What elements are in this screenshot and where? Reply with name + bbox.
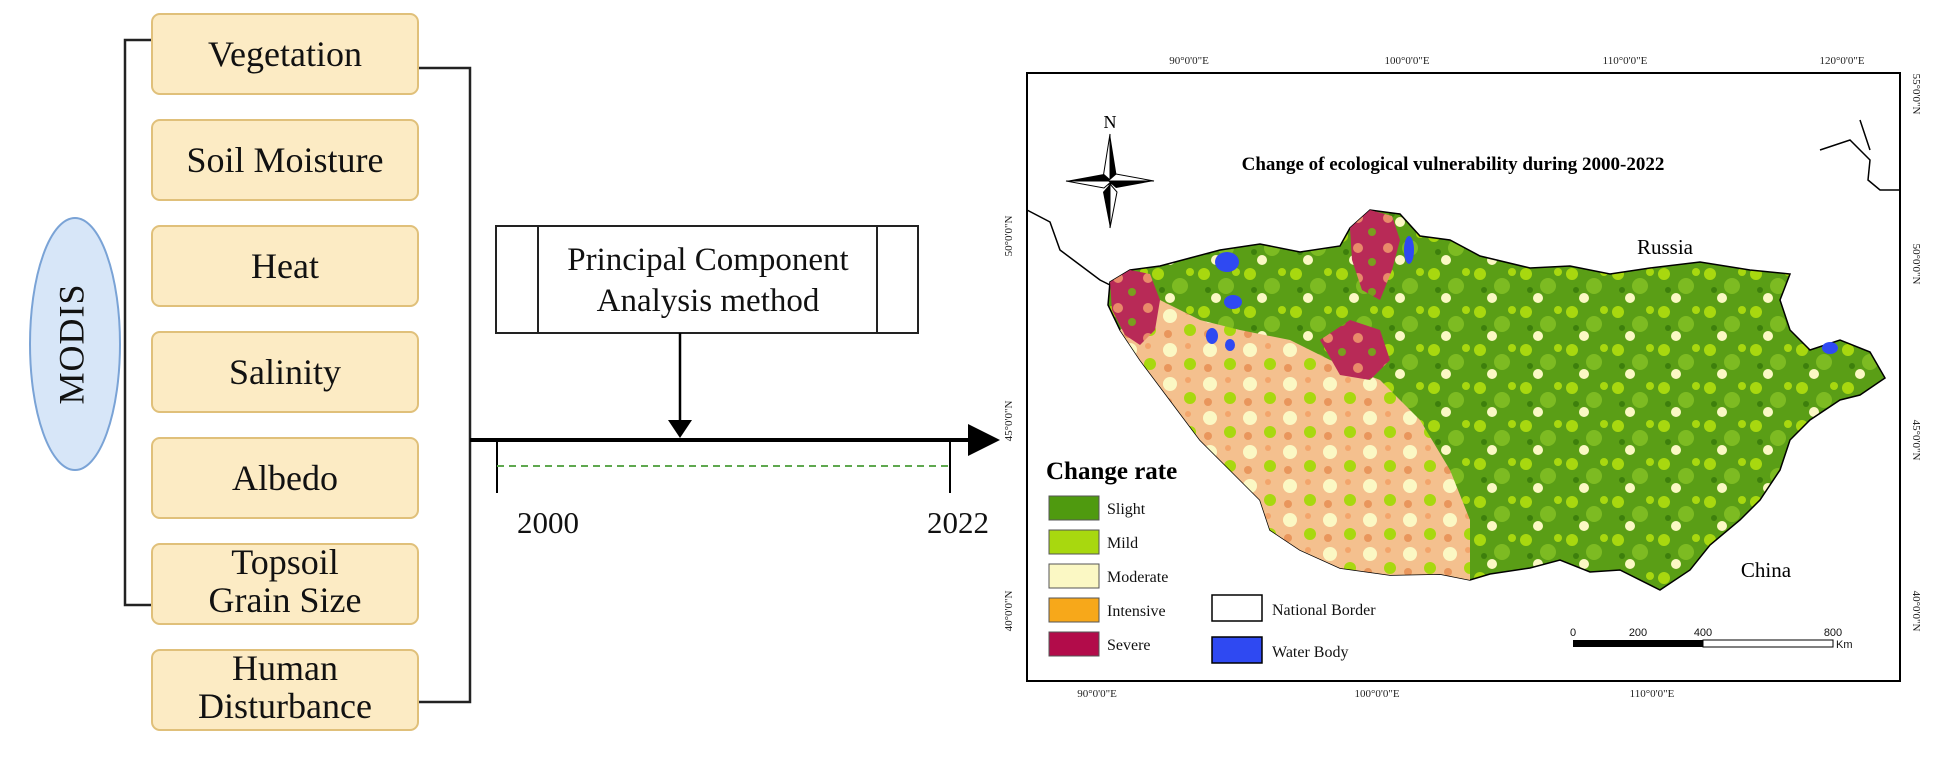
legend-title: Change rate xyxy=(1046,458,1177,485)
coord-right-2: 50°0'0"N xyxy=(1910,244,1922,285)
indicator-label: Grain Size xyxy=(209,580,362,620)
country-label-russia: Russia xyxy=(1637,235,1694,259)
legend-classes: Slight Mild Moderate Intensive Severe xyxy=(1048,495,1168,657)
pca-label-line1: Principal Component xyxy=(567,242,848,278)
coord-top-1: 90°0'0"E xyxy=(1169,55,1209,67)
scale-tick-400: 400 xyxy=(1694,627,1712,639)
indicator-box: Salinity xyxy=(151,331,419,413)
scale-tick-200: 200 xyxy=(1629,627,1647,639)
timeline-start-year: 2000 xyxy=(517,505,579,540)
water-body-2 xyxy=(1224,295,1242,309)
indicator-label: Topsoil xyxy=(231,542,339,582)
indicator-box-bg xyxy=(151,225,419,307)
indicator-box-bg xyxy=(151,119,419,201)
indicator-list: Vegetation Soil Moisture Heat Salinity Albed… xyxy=(151,13,419,731)
map-title: Change of ecological vulnerability durin… xyxy=(1242,154,1665,175)
coord-top-2: 100°0'0"E xyxy=(1384,55,1429,67)
coord-right-1: 55°0'0"N xyxy=(1910,74,1922,115)
severe-patch-north xyxy=(1350,210,1400,300)
indicator-box-bg xyxy=(151,437,419,519)
modis-ellipse xyxy=(29,217,121,471)
water-body-1 xyxy=(1215,252,1239,272)
coord-left-2: 45°0'0"N xyxy=(1003,401,1015,442)
legend-label: Intensive xyxy=(1107,603,1166,620)
coord-bottom-3: 110°0'0"E xyxy=(1630,688,1675,700)
legend-extra: National Border Water Body xyxy=(1211,594,1376,664)
legend-swatch xyxy=(1048,597,1100,623)
indicator-label: Disturbance xyxy=(198,686,372,726)
indicator-label: Soil Moisture xyxy=(186,140,383,180)
right-bracket-line xyxy=(418,66,472,704)
indicator-box-bg xyxy=(151,649,419,731)
indicator-label: Human xyxy=(232,648,338,688)
indicator-box: Heat xyxy=(151,225,419,307)
scale-unit: Km xyxy=(1836,639,1853,651)
scale-bar-segment-1 xyxy=(1573,640,1703,647)
severe-patch-center xyxy=(1320,320,1390,380)
modis-label: MODIS xyxy=(51,283,91,404)
coord-bottom-1: 90°0'0"E xyxy=(1077,688,1117,700)
scale-bar-segment-2 xyxy=(1702,639,1834,648)
legend-swatch xyxy=(1048,495,1100,521)
coord-right-4: 40°0'0"N xyxy=(1910,591,1922,632)
left-bracket-line xyxy=(123,38,152,607)
legend-label: Slight xyxy=(1107,501,1146,518)
water-body-3 xyxy=(1206,328,1218,344)
pca-box-group: Principal Component Analysis method xyxy=(495,225,919,334)
legend-swatch xyxy=(1048,631,1100,657)
scale-bar: 0 200 400 800 Km xyxy=(1570,627,1853,651)
coord-left-1: 50°0'0"N xyxy=(1003,216,1015,257)
indicator-box: Vegetation xyxy=(151,13,419,95)
coord-top-4: 120°0'0"E xyxy=(1819,55,1864,67)
arid-zone xyxy=(1120,300,1470,580)
indicator-box: Soil Moisture xyxy=(151,119,419,201)
country-label-china: China xyxy=(1741,558,1792,582)
indicator-box-bg xyxy=(151,13,419,95)
legend-swatch xyxy=(1048,529,1100,555)
coord-right-3: 45°0'0"N xyxy=(1910,420,1922,461)
indicator-label: Albedo xyxy=(232,458,338,498)
indicator-box-bg xyxy=(151,543,419,625)
indicator-label: Vegetation xyxy=(208,34,362,74)
coord-bottom-2: 100°0'0"E xyxy=(1354,688,1399,700)
legend-label: Moderate xyxy=(1107,569,1168,586)
coord-top-3: 110°0'0"E xyxy=(1603,55,1648,67)
map-panel: Change of ecological vulnerability durin… xyxy=(1003,55,1922,700)
pca-down-arrowhead xyxy=(668,420,692,438)
legend-swatch xyxy=(1211,594,1263,622)
legend-swatch xyxy=(1211,636,1263,664)
scale-tick-0: 0 xyxy=(1570,627,1576,639)
north-arrow-icon: N xyxy=(1065,112,1155,229)
indicator-box-bg xyxy=(151,331,419,413)
water-body-5 xyxy=(1404,236,1414,264)
coord-left-3: 40°0'0"N xyxy=(1003,591,1015,632)
legend-label: National Border xyxy=(1272,602,1376,619)
indicator-label: Heat xyxy=(251,246,319,286)
national-border-outer xyxy=(1026,119,1900,286)
indicator-box: Albedo xyxy=(151,437,419,519)
main-arrowhead xyxy=(968,424,1000,456)
timeline-end-year: 2022 xyxy=(927,505,989,540)
north-label: N xyxy=(1104,112,1117,132)
legend-swatch xyxy=(1048,563,1100,589)
water-body-4 xyxy=(1225,339,1235,351)
pca-label-line2: Analysis method xyxy=(597,283,820,319)
indicator-label: Salinity xyxy=(229,352,341,392)
severe-patch-west xyxy=(1110,270,1160,345)
scale-tick-800: 800 xyxy=(1824,627,1842,639)
modis-group: MODIS xyxy=(29,217,121,471)
legend-label: Severe xyxy=(1107,637,1151,654)
water-body-6 xyxy=(1822,342,1838,354)
legend-label: Water Body xyxy=(1272,644,1348,661)
pca-box xyxy=(495,225,919,334)
legend-label: Mild xyxy=(1107,535,1138,552)
